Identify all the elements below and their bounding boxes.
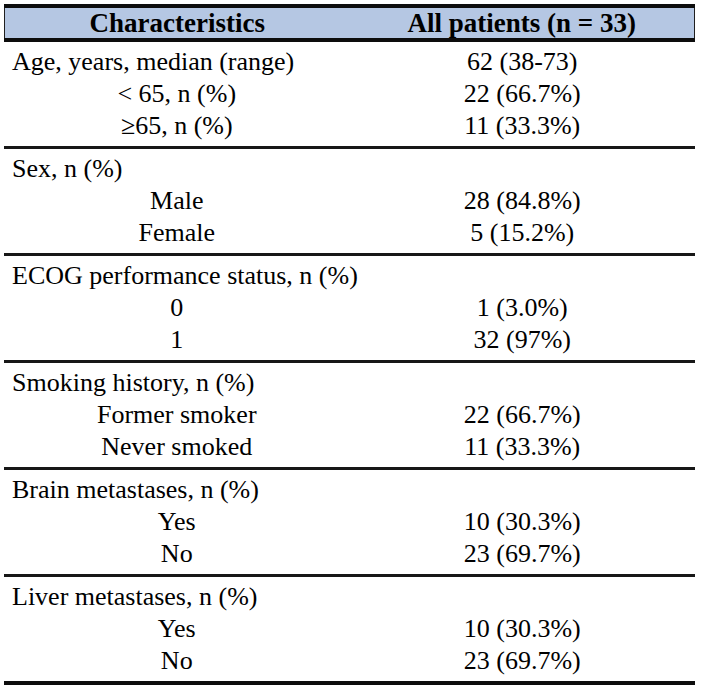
- table-row: < 65, n (%) 22 (66.7%): [4, 78, 695, 110]
- row-value: 23 (69.7%): [350, 645, 696, 677]
- section-brain-metastases: Brain metastases, n (%) Yes 10 (30.3%) N…: [4, 470, 695, 574]
- section-sex: Sex, n (%) Male 28 (84.8%) Female 5 (15.…: [4, 149, 695, 253]
- row-label: Former smoker: [4, 399, 350, 431]
- table-row: ≥65, n (%) 11 (33.3%): [4, 110, 695, 142]
- row-value: 62 (38-73): [350, 46, 696, 78]
- row-label: ECOG performance status, n (%): [4, 260, 358, 292]
- row-value: 22 (66.7%): [350, 78, 696, 110]
- row-value: 11 (33.3%): [350, 110, 696, 142]
- row-label: No: [4, 645, 350, 677]
- row-value: 1 (3.0%): [350, 292, 696, 324]
- row-label: Yes: [4, 613, 350, 645]
- row-label: Liver metastases, n (%): [4, 581, 350, 613]
- section-smoking: Smoking history, n (%) Former smoker 22 …: [4, 363, 695, 467]
- row-value: 23 (69.7%): [350, 538, 696, 570]
- section-age: Age, years, median (range) 62 (38-73) < …: [4, 42, 695, 146]
- row-label: Sex, n (%): [4, 153, 350, 185]
- row-label: 1: [4, 324, 350, 356]
- table-row: 1 32 (97%): [4, 324, 695, 356]
- table-row: Yes 10 (30.3%): [4, 506, 695, 538]
- row-label: Yes: [4, 506, 350, 538]
- table-header-row: Characteristics All patients (n = 33): [4, 8, 695, 38]
- row-value: 32 (97%): [350, 324, 696, 356]
- table-row: ECOG performance status, n (%): [4, 260, 695, 292]
- row-value: 22 (66.7%): [350, 399, 696, 431]
- row-label: Smoking history, n (%): [4, 367, 350, 399]
- table-row: Female 5 (15.2%): [4, 217, 695, 249]
- row-value: 28 (84.8%): [350, 185, 696, 217]
- row-value: 10 (30.3%): [350, 613, 696, 645]
- table-row: No 23 (69.7%): [4, 538, 695, 570]
- bottom-rule: [4, 681, 695, 685]
- table-row: Former smoker 22 (66.7%): [4, 399, 695, 431]
- row-label: Male: [4, 185, 350, 217]
- row-label: ≥65, n (%): [4, 110, 350, 142]
- table-row: Brain metastases, n (%): [4, 474, 695, 506]
- table-row: Liver metastases, n (%): [4, 581, 695, 613]
- header-cell-characteristics: Characteristics: [5, 8, 350, 38]
- row-label: 0: [4, 292, 350, 324]
- row-label: Brain metastases, n (%): [4, 474, 350, 506]
- row-label: Female: [4, 217, 350, 249]
- table-row: Never smoked 11 (33.3%): [4, 431, 695, 463]
- section-ecog: ECOG performance status, n (%) 0 1 (3.0%…: [4, 256, 695, 360]
- header-cell-all-patients: All patients (n = 33): [350, 8, 695, 38]
- row-label: Age, years, median (range): [4, 46, 350, 78]
- table-row: Age, years, median (range) 62 (38-73): [4, 46, 695, 78]
- table-row: Male 28 (84.8%): [4, 185, 695, 217]
- patient-characteristics-table: Characteristics All patients (n = 33) Ag…: [4, 4, 695, 685]
- row-value: 10 (30.3%): [350, 506, 696, 538]
- table-row: Sex, n (%): [4, 153, 695, 185]
- table-row: 0 1 (3.0%): [4, 292, 695, 324]
- row-value: 11 (33.3%): [350, 431, 696, 463]
- row-label: < 65, n (%): [4, 78, 350, 110]
- paper-table-page: Characteristics All patients (n = 33) Ag…: [0, 0, 705, 697]
- table-row: Smoking history, n (%): [4, 367, 695, 399]
- table-row: No 23 (69.7%): [4, 645, 695, 677]
- row-label: No: [4, 538, 350, 570]
- row-value: 5 (15.2%): [350, 217, 696, 249]
- row-label: Never smoked: [4, 431, 350, 463]
- section-liver-metastases: Liver metastases, n (%) Yes 10 (30.3%) N…: [4, 577, 695, 681]
- table-row: Yes 10 (30.3%): [4, 613, 695, 645]
